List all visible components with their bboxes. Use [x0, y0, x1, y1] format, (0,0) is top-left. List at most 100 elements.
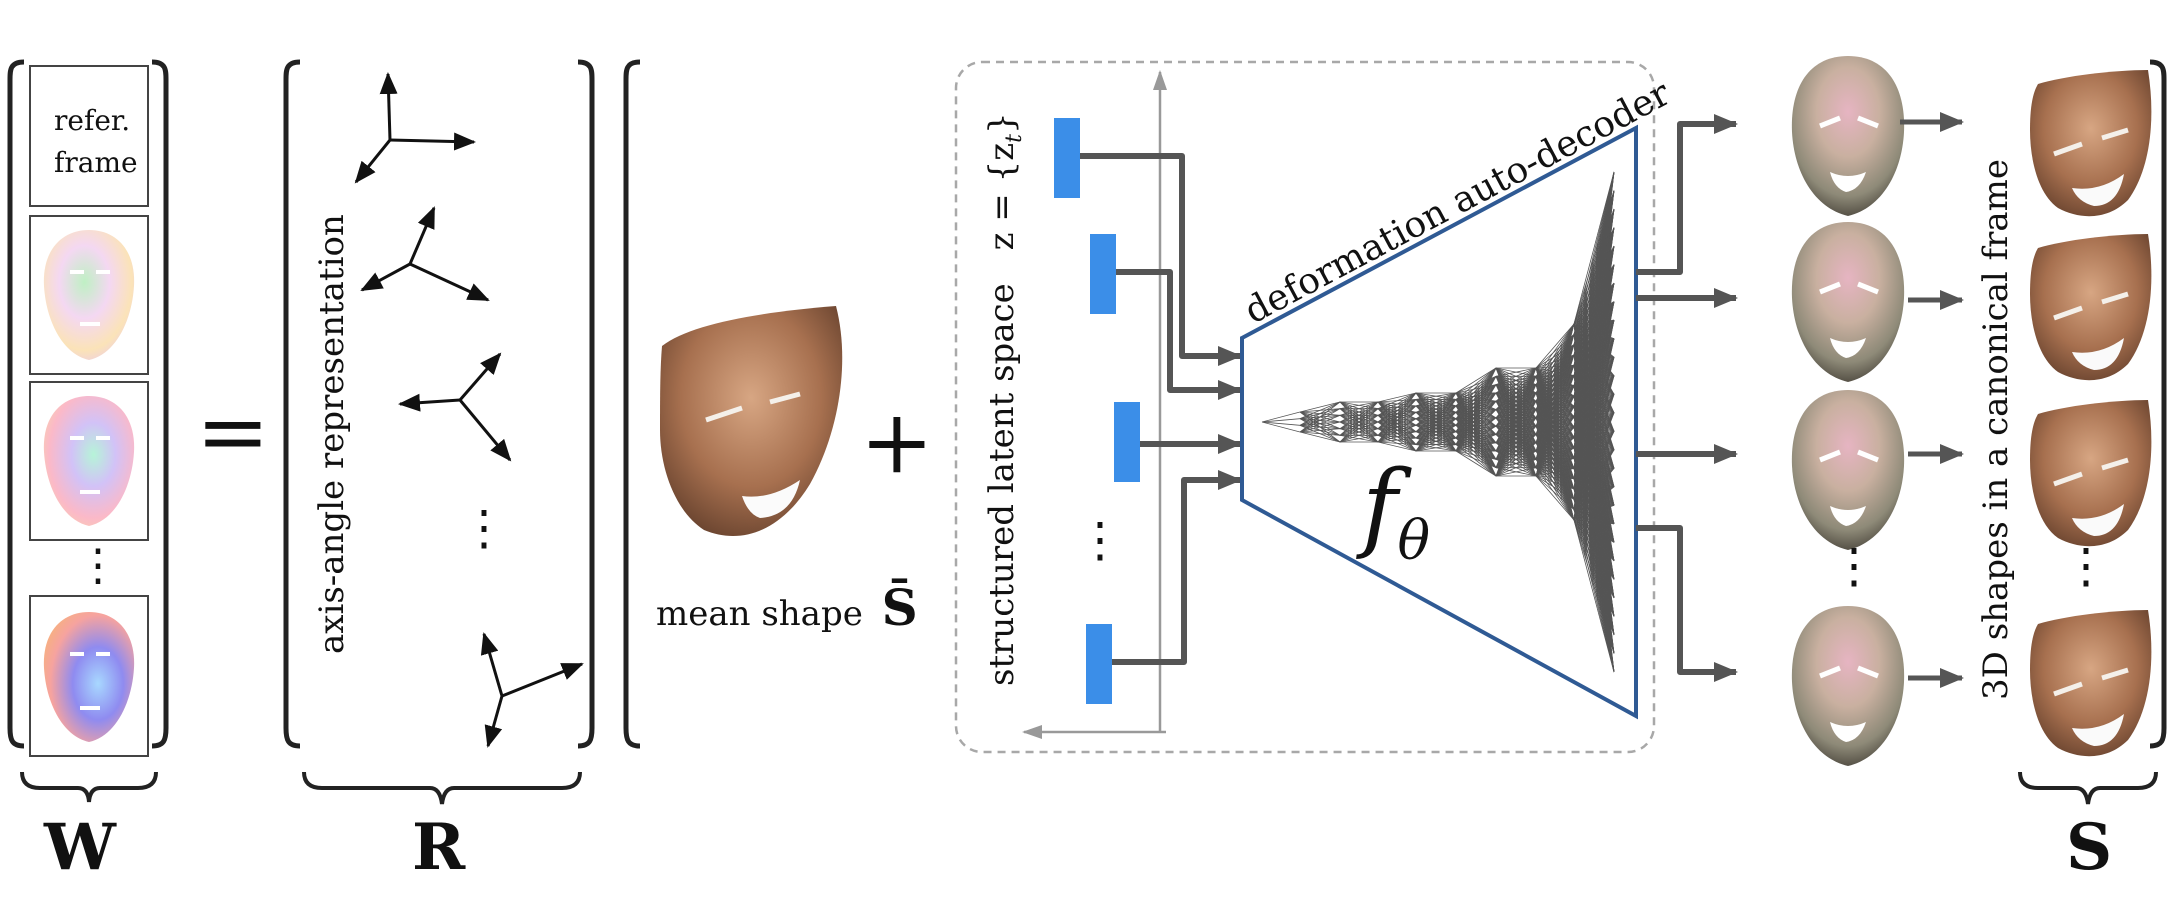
network-edge — [1495, 367, 1537, 402]
network-edge — [1573, 468, 1615, 521]
network-edge — [1495, 367, 1537, 410]
axis-2b — [360, 262, 411, 292]
network-edge — [1455, 450, 1497, 469]
axis-3b — [398, 393, 461, 412]
network-edge — [1495, 384, 1537, 477]
network-edge — [1415, 392, 1457, 445]
network-edge — [1299, 428, 1341, 433]
network-edge — [1415, 392, 1457, 413]
network-edge — [1415, 437, 1457, 452]
network-edge — [1495, 409, 1537, 477]
network-edge — [1573, 509, 1615, 543]
canonical-ellipsis: ⋮ — [2062, 538, 2110, 594]
network-edge — [1573, 301, 1615, 521]
network-edge — [1535, 437, 1575, 477]
network-edge — [1455, 434, 1497, 452]
network-edge — [1573, 283, 1615, 521]
network-edge — [1455, 367, 1497, 452]
network-edge — [1573, 488, 1615, 599]
network-edge — [1535, 457, 1575, 477]
network-edge — [1495, 367, 1537, 419]
axis-3c — [458, 399, 512, 462]
network-edge — [1573, 519, 1615, 673]
network-edge — [1339, 401, 1379, 436]
network-edge — [1573, 394, 1615, 521]
network-edge — [1535, 375, 1575, 477]
network-edge — [1495, 442, 1537, 477]
network-edge — [1455, 400, 1497, 452]
network-edge — [1535, 323, 1575, 418]
network-edge — [1377, 437, 1417, 443]
network-edge — [1339, 421, 1379, 443]
network-edge — [1455, 384, 1497, 432]
network-edge — [1535, 475, 1575, 521]
network-edge — [1455, 367, 1497, 426]
network-edge — [1415, 392, 1457, 407]
network-edge — [1299, 431, 1341, 443]
network-edge — [1573, 412, 1615, 521]
latent-connections — [1080, 153, 1242, 665]
network-edge — [1455, 450, 1497, 460]
network-edge — [1495, 450, 1537, 477]
deformed-face-4 — [1791, 606, 1905, 766]
network-edge — [1573, 499, 1615, 562]
network-edge — [1377, 392, 1417, 436]
network-edge — [1573, 519, 1615, 525]
network-edge — [1535, 396, 1575, 477]
deformed-ellipsis: ⋮ — [1830, 538, 1878, 594]
network-edge — [1535, 426, 1575, 477]
r-matrix-label: R — [412, 810, 466, 885]
network-edge — [1415, 392, 1457, 426]
network-edge — [1415, 424, 1457, 452]
network-edge — [1535, 344, 1575, 477]
mean-shape-label: mean shape S̄ — [656, 578, 918, 637]
w-matrix — [7, 59, 169, 803]
weight-map-eye-marks — [70, 270, 110, 710]
output-connections — [1636, 114, 1738, 682]
network-edge — [1573, 509, 1615, 599]
network-edge — [1535, 323, 1575, 477]
network-edge — [1339, 401, 1379, 410]
network-edge — [1535, 323, 1575, 385]
w-underbrace — [20, 771, 158, 803]
rotation-axes — [354, 72, 584, 748]
network-edge — [1299, 401, 1341, 426]
axis-1a — [379, 72, 398, 141]
network-edge — [1535, 365, 1575, 477]
network-edge — [1455, 384, 1497, 445]
network-edge — [1455, 384, 1497, 420]
plus-sign: + — [860, 390, 934, 493]
deformed-faces — [1791, 56, 1905, 766]
w-left-bracket — [7, 59, 25, 749]
network-edge — [1377, 392, 1417, 403]
canonical-shapes — [2018, 59, 2167, 805]
mean-shape-symbol: S̄ — [881, 578, 918, 637]
latent-code-3 — [1114, 402, 1140, 482]
refer-frame-label-line1: refer. — [54, 104, 131, 137]
deformed-face-2 — [1791, 222, 1905, 382]
axis-2c — [409, 262, 490, 302]
network-edge — [1339, 401, 1379, 443]
network-edge — [1535, 323, 1575, 427]
network-edge — [1415, 392, 1457, 452]
network-edge — [1377, 392, 1417, 416]
axis-1b — [389, 132, 476, 151]
network-edge — [1455, 367, 1497, 400]
equals-sign: = — [196, 380, 270, 483]
network-edge — [1535, 323, 1575, 369]
network-edge — [1377, 392, 1417, 429]
network-edge — [1495, 367, 1537, 377]
w-ellipsis: ⋮ — [76, 540, 120, 591]
network-edge — [1495, 367, 1537, 443]
network-edge — [1535, 468, 1575, 477]
network-edge — [1455, 367, 1497, 413]
network-edge — [1495, 367, 1537, 427]
network-edge — [1415, 399, 1457, 452]
weight-map-face-3 — [43, 612, 135, 742]
network-edge — [1377, 392, 1417, 443]
mean-shape-face — [660, 306, 843, 537]
network-edge — [1535, 323, 1575, 402]
deformed-face-3 — [1791, 390, 1905, 550]
axis-4c — [484, 695, 504, 748]
